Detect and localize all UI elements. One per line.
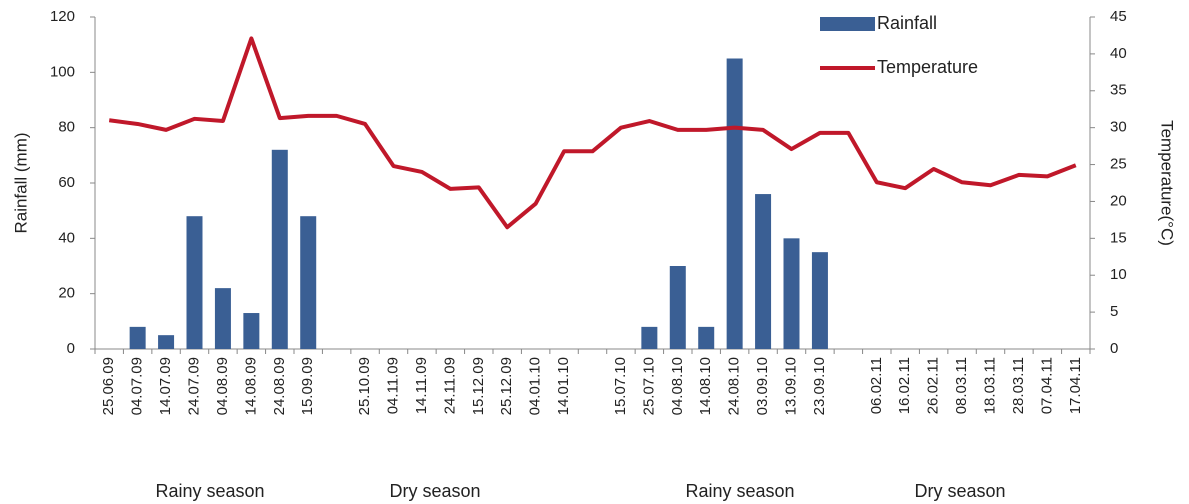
bar [243,313,260,349]
x-tick-label: 15.12.09 [470,357,487,415]
bar [726,58,743,349]
x-tick-label: 14.11.09 [413,357,430,414]
x-tick-label: 14.07.09 [157,357,174,415]
y2-tick-label: 45 [1110,8,1127,25]
x-tick-label: 25.07.10 [640,357,657,415]
bar [186,216,203,349]
x-tick-label: 26.02.11 [925,357,942,414]
y2-tick-label: 15 [1110,229,1127,246]
y2-tick-label: 10 [1110,266,1127,283]
x-tick-label: 14.01.10 [555,357,572,415]
y-tick-label: 0 [67,340,75,357]
y-tick-label: 100 [50,63,75,80]
y2-tick-label: 35 [1110,82,1127,99]
season-label: Rainy season [155,481,264,501]
y-tick-label: 40 [58,229,75,246]
bar [300,216,317,349]
x-tick-label: 04.11.09 [384,357,401,414]
x-tick-label: 24.11.09 [441,357,458,414]
y-tick-label: 20 [58,285,75,302]
x-tick-label: 15.07.10 [612,357,629,415]
bar [214,288,231,349]
x-tick-label: 15.09.09 [299,357,316,415]
y2-tick-label: 0 [1110,340,1118,357]
legend-label: Temperature [877,57,978,77]
x-tick-label: 04.01.10 [527,357,544,415]
y2-tick-label: 25 [1110,156,1127,173]
y-tick-label: 80 [58,119,75,136]
x-tick-label: 06.02.11 [868,357,885,414]
x-tick-label: 25.06.09 [100,357,117,415]
x-tick-label: 14.08.09 [242,357,259,415]
x-tick-label: 25.10.09 [356,357,373,415]
x-tick-label: 18.03.11 [981,357,998,414]
bar [783,238,800,349]
x-tick-label: 16.02.11 [896,357,913,414]
x-tick-label: 25.12.09 [498,357,515,415]
bar [271,149,288,349]
y-tick-label: 60 [58,174,75,191]
x-tick-label: 28.03.11 [1010,357,1027,414]
season-label: Rainy season [685,481,794,501]
legend-label: Rainfall [877,13,937,33]
y2-axis-title: Temperature(°C) [1158,120,1177,246]
y2-tick-label: 30 [1110,119,1127,136]
bar [811,252,828,349]
x-tick-label: 07.04.11 [1038,357,1055,414]
line [108,36,1077,230]
x-tick-label: 24.07.09 [185,357,202,415]
y-axis-title: Rainfall (mm) [11,132,30,233]
y2-tick-label: 20 [1110,192,1127,209]
bar [158,335,175,349]
x-tick-label: 03.09.10 [754,357,771,415]
x-tick-label: 14.08.10 [697,357,714,415]
y-tick-label: 120 [50,8,75,25]
bar [755,194,772,349]
x-tick-label: 13.09.10 [782,357,799,415]
season-label: Dry season [389,481,480,501]
x-tick-label: 08.03.11 [953,357,970,414]
season-label: Dry season [914,481,1005,501]
x-tick-label: 23.09.10 [811,357,828,415]
x-tick-label: 04.07.09 [129,357,146,415]
x-tick-label: 17.04.11 [1067,357,1084,414]
x-tick-label: 04.08.09 [214,357,231,415]
x-tick-label: 04.08.10 [669,357,686,415]
bar [669,266,686,349]
x-tick-label: 24.08.10 [726,357,743,415]
bar [129,326,146,349]
x-tick-label: 24.08.09 [271,357,288,415]
y2-tick-label: 5 [1110,303,1118,320]
y2-tick-label: 40 [1110,45,1127,62]
bar [641,326,658,349]
legend-swatch [820,17,875,31]
bar [698,326,715,349]
